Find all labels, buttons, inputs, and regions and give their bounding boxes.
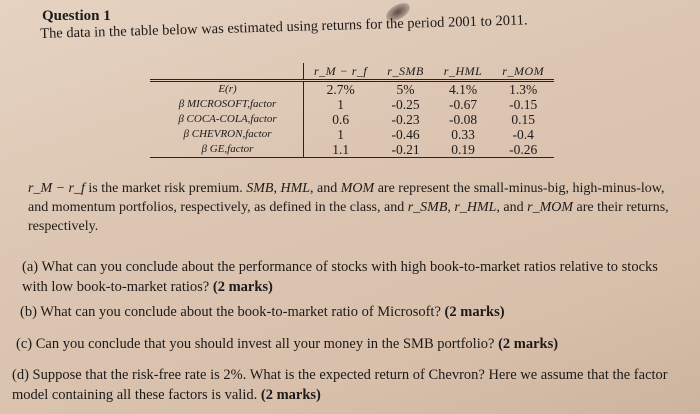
- header-mkt: r_M − r_f: [314, 64, 368, 78]
- table-row: E(r) 2.7% 5% 4.1% 1.3%: [150, 80, 554, 97]
- cell: -0.21: [391, 142, 420, 157]
- part-c: (c) Can you conclude that you should inv…: [16, 334, 676, 354]
- part-b-text: (b) What can you conclude about the book…: [20, 304, 445, 320]
- part-a-text: (a) What can you conclude about the perf…: [22, 259, 658, 295]
- cell: -0.23: [391, 112, 420, 127]
- definition-paragraph: r_M − r_f is the market risk premium. SM…: [28, 179, 678, 236]
- cell: 0.15: [511, 112, 536, 127]
- part-d: (d) Suppose that the risk-free rate is 2…: [12, 365, 672, 405]
- part-a: (a) What can you conclude about the perf…: [22, 257, 682, 297]
- factor-table: r_M − r_f r_SMB r_HML r_MOM E(r) 2.7% 5%…: [150, 63, 555, 158]
- def-hml: HML: [280, 181, 311, 196]
- cell: 0.33: [451, 127, 475, 142]
- part-b-marks: (2 marks): [444, 304, 505, 320]
- row-label: β MICROSOFT,factor: [150, 97, 304, 112]
- row-label: E(r): [150, 80, 304, 97]
- part-d-marks: (2 marks): [260, 387, 321, 403]
- part-d-text: (d) Suppose that the risk-free rate is 2…: [12, 367, 668, 403]
- market-premium-symbol: r_M − r_f: [28, 181, 85, 196]
- cell: 4.1%: [448, 82, 478, 97]
- def-text: is the market risk premium.: [84, 181, 247, 196]
- def-text: are their returns, respectively.: [28, 200, 669, 234]
- header-smb: r_SMB: [387, 64, 424, 78]
- cell: -0.15: [509, 97, 538, 112]
- table-row: β COCA-COLA,factor 0.6 -0.23 -0.08 0.15: [150, 112, 554, 127]
- row-label: β CHEVRON,factor: [150, 127, 304, 142]
- table-row: β MICROSOFT,factor 1 -0.25 -0.67 -0.15: [150, 97, 554, 112]
- cell: 0.19: [451, 142, 475, 157]
- table-row: β CHEVRON,factor 1 -0.46 0.33 -0.4: [150, 127, 554, 142]
- def-rmom: r_MOM: [527, 200, 574, 215]
- def-sep: , and: [310, 181, 341, 196]
- cell: 0.6: [332, 112, 350, 127]
- cell: -0.25: [391, 97, 420, 112]
- cell: -0.08: [448, 112, 478, 127]
- part-c-marks: (2 marks): [498, 336, 559, 352]
- part-a-marks: (2 marks): [212, 279, 273, 295]
- def-sep: , and: [496, 200, 528, 215]
- header-hml: r_HML: [443, 64, 483, 78]
- cell: 1: [337, 97, 345, 112]
- def-sep: ,: [447, 200, 455, 215]
- def-mom: MOM: [340, 181, 375, 196]
- row-label: β COCA-COLA,factor: [150, 112, 304, 127]
- question-title: Question 1: [42, 8, 111, 24]
- def-sep: ,: [273, 181, 281, 196]
- def-rsmb: r_SMB: [407, 200, 448, 215]
- def-text: are represent the small-minus-big, high-…: [28, 181, 665, 215]
- table-row: β GE,factor 1.1 -0.21 0.19 -0.26: [150, 142, 555, 158]
- header-mom: r_MOM: [502, 64, 545, 78]
- header-corner: [150, 63, 304, 81]
- cell: -0.4: [512, 127, 534, 142]
- cell: -0.46: [391, 127, 420, 142]
- cell: 1: [337, 127, 345, 142]
- cell: 5%: [396, 82, 415, 97]
- cell: 1.3%: [509, 82, 538, 97]
- cell: -0.67: [448, 97, 478, 112]
- part-b: (b) What can you conclude about the book…: [20, 302, 680, 322]
- part-c-text: (c) Can you conclude that you should inv…: [16, 336, 499, 352]
- table-header-row: r_M − r_f r_SMB r_HML r_MOM: [150, 63, 555, 81]
- question-intro: The data in the table below was estimate…: [40, 12, 528, 42]
- def-smb: SMB: [246, 181, 274, 196]
- cell: 1.1: [332, 142, 350, 157]
- def-rhml: r_HML: [454, 200, 497, 215]
- cell: -0.26: [509, 142, 538, 157]
- cell: 2.7%: [326, 82, 355, 97]
- row-label: β GE,factor: [150, 142, 304, 158]
